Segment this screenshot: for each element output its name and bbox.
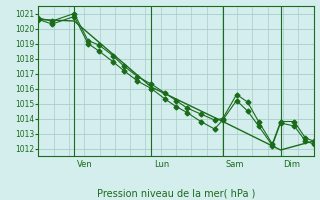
Text: Pression niveau de la mer( hPa ): Pression niveau de la mer( hPa ) [97, 189, 255, 199]
Text: Ven: Ven [77, 160, 93, 169]
Text: Dim: Dim [283, 160, 300, 169]
Text: Sam: Sam [226, 160, 244, 169]
Text: Lun: Lun [154, 160, 169, 169]
